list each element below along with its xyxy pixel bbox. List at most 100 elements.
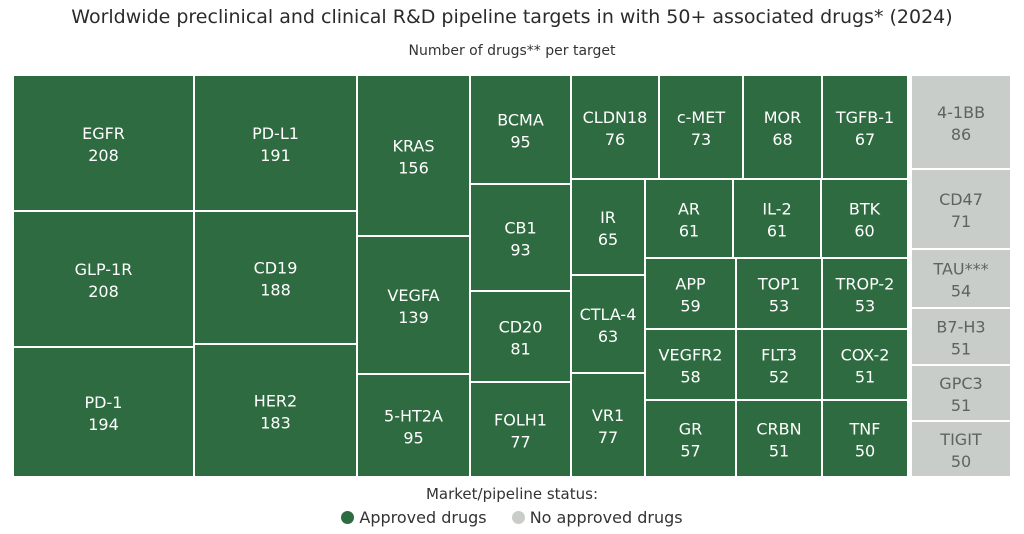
treemap-label-cd19: CD19 [254, 259, 298, 278]
treemap-value-cldn18: 76 [605, 130, 625, 149]
treemap-value-flt3: 52 [769, 368, 789, 387]
treemap-value-cd47: 71 [951, 212, 971, 231]
treemap-cell-btk: BTK 60 [822, 180, 907, 257]
treemap-rect-4-1bb [912, 76, 1010, 168]
treemap-cell-mor: MOR 68 [744, 76, 821, 178]
treemap-rect-folh1 [471, 383, 570, 476]
chart-subtitle: Number of drugs** per target [408, 43, 616, 59]
treemap-rect-pd-1 [14, 348, 193, 476]
treemap-value-tgfb-1: 67 [855, 130, 875, 149]
treemap-value-vegfa: 139 [398, 308, 429, 327]
treemap-value-mor: 68 [772, 130, 792, 149]
treemap-label-her2: HER2 [254, 392, 297, 411]
treemap-cell-5-ht2a: 5-HT2A 95 [358, 375, 469, 476]
treemap-value-egfr: 208 [88, 146, 119, 165]
treemap-rect-btk [822, 180, 907, 257]
treemap-cell-cd20: CD20 81 [471, 292, 570, 381]
treemap-rect-cd20 [471, 292, 570, 381]
treemap-rect-cd19 [195, 212, 356, 343]
treemap-cell-flt3: FLT3 52 [737, 330, 821, 399]
treemap-label-pd-1: PD-1 [85, 393, 123, 412]
treemap-value-pd-1: 194 [88, 415, 119, 434]
treemap-label-ctla-4: CTLA-4 [580, 305, 637, 324]
treemap-label-top1: TOP1 [757, 275, 800, 294]
treemap-cell-vegfr2: VEGFR2 58 [646, 330, 735, 399]
treemap-cell-4-1bb: 4-1BB 86 [912, 76, 1010, 168]
treemap-label-gr: GR [679, 420, 703, 439]
treemap-rect-top1 [737, 259, 821, 328]
treemap-rect-trop-2 [823, 259, 907, 328]
treemap-cell-cd19: CD19 188 [195, 212, 356, 343]
treemap-label-cd20: CD20 [499, 318, 543, 337]
treemap-value-gr: 57 [680, 442, 700, 461]
treemap-cell-vegfa: VEGFA 139 [358, 237, 469, 373]
treemap-value-glp-1r: 208 [88, 282, 119, 301]
treemap-cell-il-2: IL-2 61 [734, 180, 820, 257]
treemap-rect-ir [572, 180, 644, 274]
treemap-label-tau: TAU*** [932, 260, 988, 279]
treemap-cell-tgfb-1: TGFB-1 67 [823, 76, 907, 178]
treemap-label-cd47: CD47 [939, 190, 983, 209]
treemap-rect-vegfa [358, 237, 469, 373]
treemap-cell-kras: KRAS 156 [358, 76, 469, 235]
treemap-value-kras: 156 [398, 159, 429, 178]
treemap-value-tnf: 50 [855, 442, 875, 461]
legend-item-not-approved: No approved drugs [511, 508, 683, 527]
treemap-label-flt3: FLT3 [761, 346, 797, 365]
treemap-label-folh1: FOLH1 [494, 411, 547, 430]
treemap-label-mor: MOR [764, 108, 802, 127]
treemap-label-il-2: IL-2 [762, 200, 791, 219]
treemap-label-ir: IR [600, 208, 616, 227]
treemap-rect-b7-h3 [912, 309, 1010, 364]
treemap-value-ctla-4: 63 [598, 327, 618, 346]
treemap-value-cd20: 81 [510, 340, 530, 359]
treemap-value-gpc3: 51 [951, 396, 971, 415]
treemap-label-vegfr2: VEGFR2 [659, 346, 723, 365]
treemap-label-tnf: TNF [849, 420, 881, 439]
treemap-cell-crbn: CRBN 51 [737, 401, 821, 476]
treemap-label-bcma: BCMA [497, 111, 544, 130]
treemap-value-ar: 61 [679, 222, 699, 241]
treemap-cell-b7-h3: B7-H3 51 [912, 309, 1010, 364]
treemap-cell-cldn18: CLDN18 76 [572, 76, 658, 178]
treemap-rect-cox-2 [823, 330, 907, 399]
treemap-rect-her2 [195, 345, 356, 476]
treemap-label-c-met: c-MET [677, 108, 725, 127]
treemap-label-glp-1r: GLP-1R [75, 260, 133, 279]
treemap-label-vr1: VR1 [592, 406, 624, 425]
legend-swatch-not-approved [511, 511, 525, 524]
treemap-cell-egfr: EGFR 208 [14, 76, 193, 210]
treemap-rect-cldn18 [572, 76, 658, 178]
treemap-cell-her2: HER2 183 [195, 345, 356, 476]
legend-label-approved: Approved drugs [359, 508, 487, 527]
treemap-rect-c-met [660, 76, 742, 178]
treemap-label-4-1bb: 4-1BB [937, 103, 985, 122]
treemap-value-4-1bb: 86 [951, 125, 971, 144]
treemap-label-kras: KRAS [392, 137, 434, 156]
treemap-rect-cb1 [471, 185, 570, 290]
treemap-cell-cox-2: COX-2 51 [823, 330, 907, 399]
treemap-value-top1: 53 [769, 297, 789, 316]
treemap-rect-tnf [823, 401, 907, 476]
treemap-label-pd-l1: PD-L1 [252, 124, 299, 143]
treemap-label-egfr: EGFR [82, 124, 125, 143]
treemap-label-crbn: CRBN [756, 420, 801, 439]
treemap-cell-tnf: TNF 50 [823, 401, 907, 476]
treemap-rect-5-ht2a [358, 375, 469, 476]
treemap-cell-pd-1: PD-1 194 [14, 348, 193, 476]
treemap-rect-bcma [471, 76, 570, 183]
treemap-value-trop-2: 53 [855, 297, 875, 316]
treemap-label-cldn18: CLDN18 [583, 108, 648, 127]
treemap-value-il-2: 61 [767, 222, 787, 241]
treemap-rect-cd47 [912, 170, 1010, 248]
treemap-rect-mor [744, 76, 821, 178]
treemap-rect-app [646, 259, 735, 328]
treemap-value-5-ht2a: 95 [403, 429, 423, 448]
treemap-rect-ctla-4 [572, 276, 644, 372]
treemap-rect-kras [358, 76, 469, 235]
treemap-cell-ctla-4: CTLA-4 63 [572, 276, 644, 372]
treemap-label-tigit: TIGIT [939, 430, 982, 449]
legend-item-approved: Approved drugs [341, 508, 487, 527]
treemap-value-c-met: 73 [691, 130, 711, 149]
